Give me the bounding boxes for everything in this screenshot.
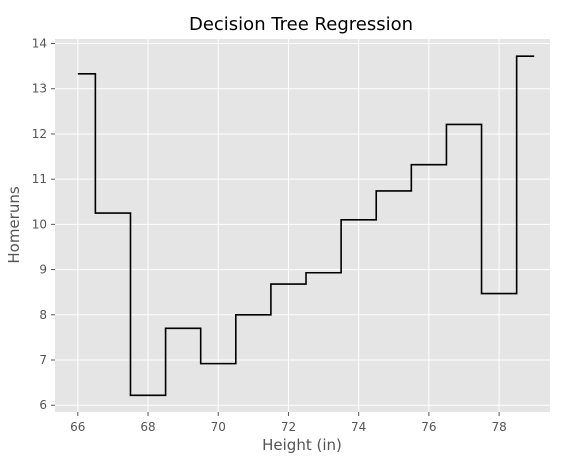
y-tick-label: 9 bbox=[39, 263, 47, 277]
x-tick-label: 72 bbox=[281, 420, 296, 434]
y-tick-label: 13 bbox=[32, 82, 47, 96]
x-tick-label: 68 bbox=[140, 420, 155, 434]
x-tick-label: 70 bbox=[211, 420, 226, 434]
x-tick-label: 78 bbox=[491, 420, 506, 434]
grid-lines bbox=[55, 39, 550, 412]
y-tick-label: 11 bbox=[32, 172, 47, 186]
y-tick-label: 12 bbox=[32, 127, 47, 141]
x-tick-label: 76 bbox=[421, 420, 436, 434]
series-line bbox=[77, 55, 535, 397]
y-tick-label: 7 bbox=[39, 353, 47, 367]
y-tick-label: 10 bbox=[32, 217, 47, 231]
x-tick-label: 74 bbox=[351, 420, 366, 434]
y-tick-label: 6 bbox=[39, 398, 47, 412]
y-axis-label: Homeruns bbox=[5, 186, 23, 263]
chart-title: Decision Tree Regression bbox=[189, 14, 413, 35]
x-axis-label: Height (in) bbox=[262, 436, 342, 454]
x-tick-label: 66 bbox=[70, 420, 85, 434]
y-tick-label: 14 bbox=[32, 37, 47, 51]
plot-area bbox=[55, 39, 550, 412]
y-tick-label: 8 bbox=[39, 308, 47, 322]
